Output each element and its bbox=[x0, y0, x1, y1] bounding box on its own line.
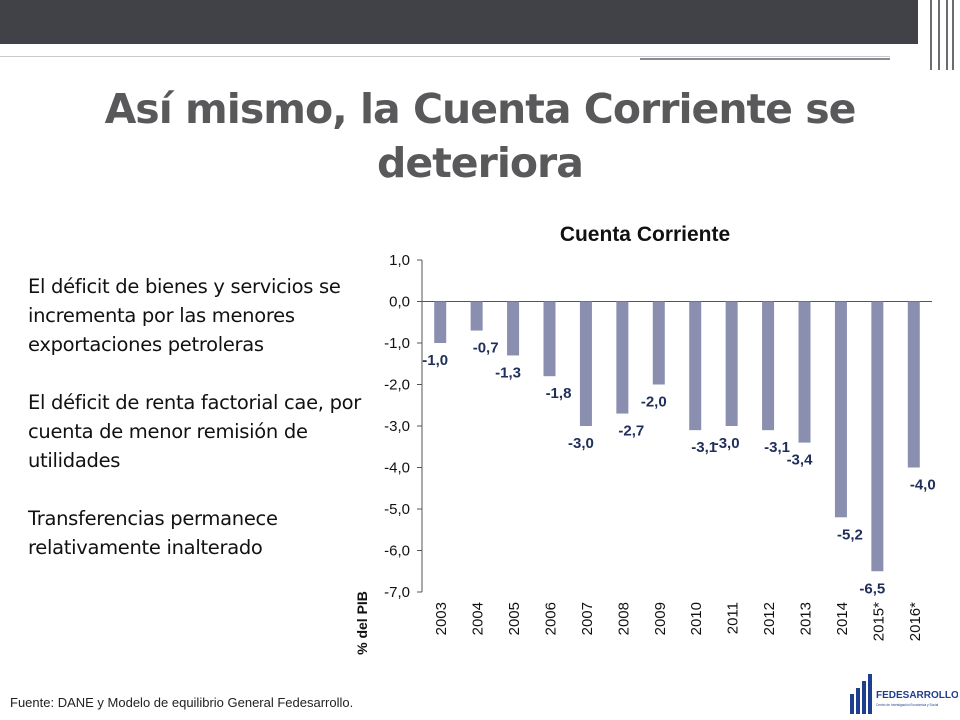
x-tick-label: 2009 bbox=[652, 602, 669, 635]
chart-bars bbox=[434, 301, 920, 572]
x-tick-label: 2004 bbox=[470, 602, 487, 635]
data-label: -2,7 bbox=[618, 423, 644, 440]
data-label: -6,5 bbox=[859, 580, 885, 597]
x-tick-label: 2010 bbox=[688, 602, 705, 635]
x-tick-label: 2006 bbox=[543, 602, 560, 635]
source-footnote: Fuente: DANE y Modelo de equilibrio Gene… bbox=[10, 695, 354, 710]
header-rule bbox=[0, 56, 890, 57]
bullet-item: Transferencias permanece relativamente i… bbox=[28, 507, 278, 559]
y-tick-label: 1,0 bbox=[389, 252, 410, 269]
bullet-item: El déficit de bienes y servicios se incr… bbox=[28, 275, 341, 356]
y-tick-label: -4,0 bbox=[384, 460, 410, 477]
bar-2011 bbox=[725, 301, 738, 426]
bar-2015 bbox=[871, 301, 884, 572]
x-tick-label: 2015* bbox=[870, 602, 887, 641]
y-axis-label: % del PIB bbox=[354, 591, 370, 655]
bar-2016 bbox=[907, 301, 920, 468]
x-tick-label: 2012 bbox=[761, 602, 778, 635]
bar-2008 bbox=[616, 301, 629, 414]
chart-axes: 1,0 0,0 -1,0 -2,0 -3,0 -4,0 -5,0 -6,0 -7,0 2003 20… bbox=[384, 252, 932, 641]
y-tick-label: -7,0 bbox=[384, 584, 410, 601]
bar-2012 bbox=[762, 301, 775, 431]
y-tick-label: -5,0 bbox=[384, 501, 410, 518]
data-label: -0,7 bbox=[473, 340, 499, 357]
x-tick-label: 2008 bbox=[615, 602, 632, 635]
chart-title: Cuenta Corriente bbox=[560, 223, 730, 246]
data-label: -5,2 bbox=[837, 526, 863, 543]
data-label: -2,0 bbox=[641, 394, 667, 411]
x-tick-label: 2005 bbox=[506, 602, 523, 635]
data-label: -4,0 bbox=[910, 477, 936, 494]
data-label: -3,0 bbox=[568, 435, 594, 452]
header-bar bbox=[0, 0, 918, 44]
current-account-chart: Cuenta Corriente % del PIB 1,0 0,0 -1,0 -2,… bbox=[354, 223, 936, 655]
data-label: -1,3 bbox=[495, 364, 521, 381]
bar-2014 bbox=[834, 301, 847, 518]
decorative-stripe bbox=[952, 0, 954, 70]
y-tick-label: -6,0 bbox=[384, 543, 410, 560]
decorative-stripe bbox=[946, 0, 948, 70]
y-tick-label: -3,0 bbox=[384, 418, 410, 435]
x-tick-label: 2007 bbox=[579, 602, 596, 635]
bar-2010 bbox=[689, 301, 702, 431]
y-tick-label: -1,0 bbox=[384, 335, 410, 352]
x-tick-label: 2013 bbox=[798, 602, 815, 635]
logo-wordmark: FEDESARROLLO bbox=[876, 690, 958, 701]
x-tick-label: 2003 bbox=[433, 602, 450, 635]
data-label: -3,0 bbox=[714, 435, 740, 452]
bullet-item: El déficit de renta factorial cae, por c… bbox=[28, 391, 361, 472]
bar-2005 bbox=[507, 301, 520, 356]
data-label: -1,8 bbox=[546, 385, 572, 402]
data-label: -3,1 bbox=[691, 439, 717, 456]
chart-data-labels: -1,0-0,7-1,3-1,8-3,0-2,7-2,0-3,1-3,0 -3,1… bbox=[422, 340, 935, 598]
y-tick-label: -2,0 bbox=[384, 377, 410, 394]
fedesarrollo-logo: FEDESARROLLO Centro de Investigación Eco… bbox=[850, 674, 958, 714]
bar-2004 bbox=[470, 301, 483, 331]
decorative-stripe bbox=[938, 0, 940, 70]
data-label: -3,1 bbox=[764, 439, 790, 456]
x-tick-label: 2011 bbox=[725, 602, 742, 634]
bar-2007 bbox=[579, 301, 592, 426]
y-tick-label: 0,0 bbox=[389, 294, 410, 311]
bar-2013 bbox=[798, 301, 811, 443]
x-tick-label: 2014 bbox=[834, 602, 851, 635]
decorative-stripe bbox=[930, 0, 932, 70]
bar-2003 bbox=[434, 301, 447, 343]
header-rule-accent bbox=[640, 58, 890, 60]
slide-title: Así mismo, la Cuenta Corriente se deteri… bbox=[104, 85, 857, 187]
logo-tagline: Centro de Investigación Económica y Soci… bbox=[876, 703, 938, 707]
bar-2009 bbox=[652, 301, 665, 385]
bullet-list: El déficit de bienes y servicios se incr… bbox=[28, 272, 363, 591]
x-tick-label: 2016* bbox=[907, 602, 924, 641]
data-label: -3,4 bbox=[787, 452, 814, 469]
data-label: -1,0 bbox=[422, 352, 448, 369]
bar-2006 bbox=[543, 301, 556, 377]
